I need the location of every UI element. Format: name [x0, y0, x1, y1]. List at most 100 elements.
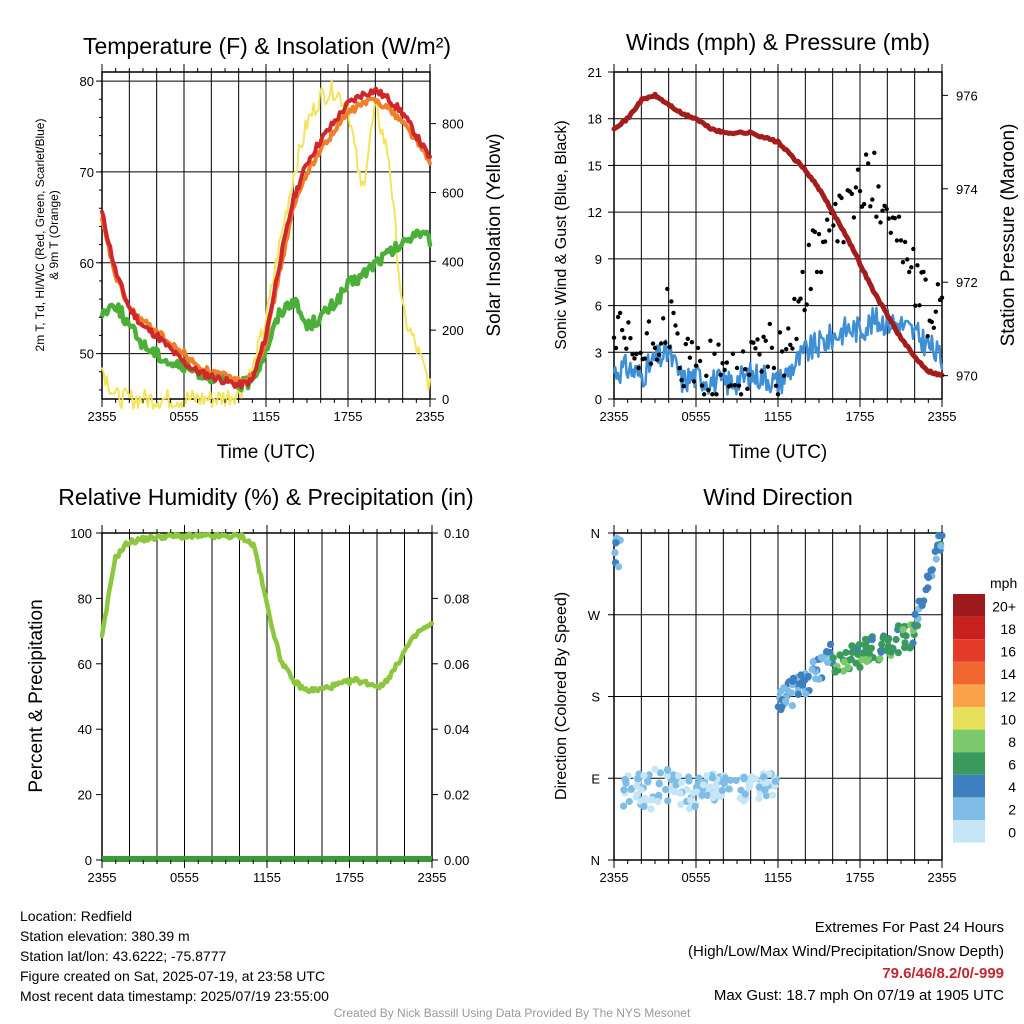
gust-point: [769, 345, 775, 350]
direction-point: [788, 702, 797, 710]
humidity-y-label: Percent & Precipitation: [26, 599, 47, 792]
temperature-y-label-line1: 2m T, Td, HI/WC (Red, Green, Scarlet/Blu…: [33, 119, 47, 352]
direction-point: [725, 785, 733, 793]
direction-point: [887, 648, 895, 656]
direction-point: [741, 790, 749, 798]
y2-tick-label: 970: [956, 369, 978, 384]
gust-point: [866, 161, 871, 166]
direction-point: [634, 775, 642, 783]
gust-point: [634, 351, 639, 357]
direction-point: [878, 640, 886, 648]
direction-point: [672, 781, 680, 789]
y2-tick-label: 0.02: [444, 788, 469, 803]
gust-point: [734, 365, 740, 371]
gust-point: [921, 269, 926, 275]
gust-point: [626, 320, 631, 325]
max-gust-text: Max Gust: 18.7 mph On 07/19 at 1905 UTC: [713, 987, 1004, 1004]
gust-point: [699, 383, 705, 388]
humidity-panel: Relative Humidity (%) & Precipitation (i…: [26, 484, 474, 885]
x-tick-label: 2355: [88, 870, 117, 885]
humidity-grid: [129, 533, 405, 860]
direction-point: [755, 794, 763, 803]
direction-point: [740, 773, 748, 781]
y-tick-label: 12: [588, 205, 602, 220]
direction-point: [685, 777, 693, 785]
gust-point: [851, 215, 857, 220]
y-tick-label: N: [591, 526, 600, 541]
x-tick-label: 1755: [846, 409, 875, 424]
direction-point: [762, 792, 771, 800]
gust-point: [896, 214, 902, 219]
y-tick-label: W: [588, 608, 601, 623]
gust-point: [650, 341, 656, 346]
direction-point: [663, 772, 671, 780]
y-tick-label: 3: [595, 345, 602, 360]
direction-point: [924, 584, 932, 592]
gust-point: [740, 349, 746, 354]
legend-swatch: [953, 684, 985, 707]
credit-text: Created By Nick Bassill Using Data Provi…: [333, 1006, 691, 1020]
temperature-x-label: Time (UTC): [217, 442, 316, 463]
gust-point: [630, 352, 635, 357]
direction-point: [861, 640, 870, 648]
direction-point: [817, 653, 825, 662]
direction-point: [698, 791, 706, 799]
gust-point: [863, 152, 869, 157]
gust-point: [786, 326, 791, 331]
gust-point: [784, 347, 789, 352]
gust-point: [714, 392, 719, 397]
direction-point: [826, 648, 834, 657]
gust-point: [665, 286, 670, 292]
gust-point: [913, 303, 918, 308]
direction-point: [625, 797, 633, 806]
y-tick-label: 40: [78, 722, 92, 737]
direction-point: [678, 779, 686, 787]
gust-point: [886, 216, 891, 221]
direction-point: [906, 644, 914, 652]
gust-point: [620, 327, 625, 333]
gust-point: [868, 204, 873, 209]
y-tick-label: 50: [80, 347, 94, 362]
gust-point: [675, 331, 680, 336]
x-tick-label: 2355: [928, 409, 957, 424]
gust-point: [779, 349, 785, 354]
y-tick-label: 21: [588, 65, 602, 80]
gust-point: [917, 303, 922, 308]
gust-point: [751, 340, 756, 345]
x-tick-label: 1755: [334, 409, 363, 424]
y-tick-label: 6: [595, 299, 602, 314]
direction-point: [654, 797, 662, 806]
gust-point: [644, 331, 649, 336]
gust-point: [658, 341, 664, 346]
y2-tick-label: 400: [442, 254, 464, 269]
legend-swatch: [953, 774, 985, 798]
y2-tick-label: 0.04: [444, 722, 469, 737]
gust-point: [747, 372, 752, 377]
gust-point: [905, 257, 910, 262]
y-tick-label: 15: [588, 158, 602, 173]
gust-point: [622, 335, 627, 340]
gust-point: [812, 229, 818, 235]
direction-point: [794, 690, 803, 699]
gust-point: [880, 208, 885, 213]
wind-pressure-panel: Winds (mph) & Pressure (mb) 2355 0555 1155…: [553, 29, 1019, 463]
gust-point: [745, 386, 750, 391]
temperature-y-label-line2: & 9m T (Orange): [47, 190, 61, 280]
direction-series: [611, 532, 946, 813]
temperature-panel-title: Temperature (F) & Insolation (W/m²): [83, 33, 451, 59]
gust-point: [923, 277, 928, 282]
gust-point: [818, 269, 824, 275]
gust-point: [663, 340, 668, 345]
direction-point: [824, 658, 832, 666]
gust-point: [617, 310, 623, 316]
direction-point: [708, 774, 717, 782]
extremes-values: 79.6/46/8.2/0/-999: [882, 965, 1004, 982]
direction-point: [648, 796, 656, 804]
gust-point: [765, 364, 770, 369]
gust-point: [771, 365, 777, 371]
y2-tick-label: 0.00: [444, 853, 469, 868]
direction-point: [619, 802, 628, 810]
direction-point: [789, 677, 797, 686]
direction-point: [732, 776, 740, 785]
gust-point: [632, 356, 637, 361]
